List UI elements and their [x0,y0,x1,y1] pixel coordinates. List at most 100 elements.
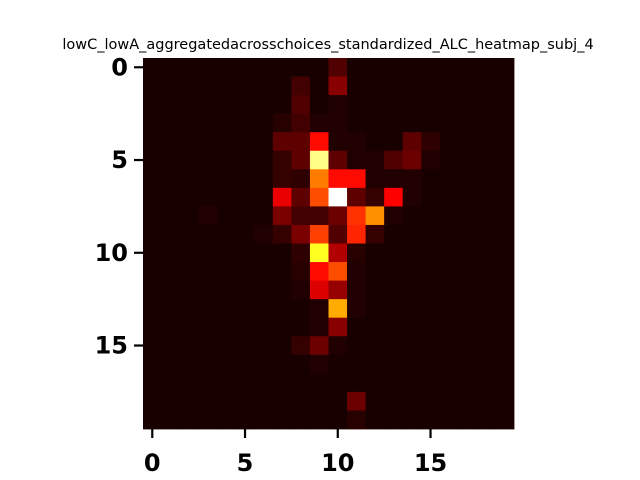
heatmap-cell-r18-c16 [439,391,459,411]
heatmap-cell-r16-c19 [495,354,515,374]
heatmap-cell-r0-c15 [421,58,441,77]
heatmap-cell-r11-c15 [421,262,441,281]
heatmap-cell-r19-c1 [161,410,181,430]
heatmap-cell-r15-c13 [384,336,404,356]
heatmap-cell-r9-c9 [309,224,329,244]
heatmap-cell-r5-c14 [402,150,422,170]
heatmap-cell-r0-c0 [143,58,162,77]
heatmap-cell-r6-c5 [235,169,255,189]
heatmap-cell-r2-c4 [217,95,237,115]
heatmap-cell-r7-c12 [365,187,385,207]
heatmap-cell-r6-c11 [347,169,366,189]
heatmap-cell-r2-c13 [384,95,404,115]
heatmap-cell-r13-c11 [347,299,366,319]
heatmap-cell-r3-c12 [365,113,385,133]
heatmap-cell-r11-c1 [161,262,181,281]
heatmap-cell-r6-c14 [402,169,422,189]
heatmap-cell-r11-c8 [291,262,311,281]
heatmap-cell-r4-c14 [402,132,422,152]
heatmap-cell-r4-c16 [439,132,459,152]
heatmap-cell-r10-c10 [328,243,348,263]
heatmap-cell-r16-c4 [217,354,237,374]
heatmap-cell-r12-c9 [309,280,329,300]
heatmap-cell-r18-c7 [272,391,292,411]
heatmap-cell-r4-c13 [384,132,404,152]
heatmap-cell-r3-c7 [272,113,292,133]
heatmap-cell-r16-c6 [254,354,274,374]
heatmap-cell-r13-c8 [291,299,311,319]
heatmap-cell-r18-c5 [235,391,255,411]
heatmap-cell-r13-c9 [309,299,329,319]
heatmap-cell-r1-c10 [328,76,348,96]
heatmap-cell-r19-c5 [235,410,255,430]
heatmap-cell-r13-c19 [495,299,515,319]
heatmap-cell-r9-c12 [365,224,385,244]
heatmap-cell-r8-c19 [495,206,515,226]
heatmap-cell-r5-c13 [384,150,404,170]
heatmap-cell-r9-c16 [439,224,459,244]
heatmap-cell-r11-c18 [476,262,496,281]
heatmap-cell-r12-c1 [161,280,181,300]
heatmap-cell-r14-c3 [198,317,218,337]
x-tick-label-10: 10 [321,449,354,477]
heatmap-cell-r11-c9 [309,262,329,281]
heatmap-cell-r5-c12 [365,150,385,170]
heatmap-cell-r9-c8 [291,224,311,244]
heatmap-cell-r3-c13 [384,113,404,133]
heatmap-cell-r5-c6 [254,150,274,170]
heatmap-cell-r16-c11 [347,354,366,374]
heatmap-cell-r6-c10 [328,169,348,189]
heatmap-cell-r17-c13 [384,373,404,393]
heatmap-cell-r4-c11 [347,132,366,152]
heatmap-cell-r11-c11 [347,262,366,281]
heatmap-cell-r12-c2 [180,280,200,300]
heatmap-cell-r17-c10 [328,373,348,393]
heatmap-cell-r5-c15 [421,150,441,170]
heatmap-cell-r7-c13 [384,187,404,207]
heatmap-cell-r10-c16 [439,243,459,263]
heatmap-cell-r3-c6 [254,113,274,133]
heatmap-cell-r10-c3 [198,243,218,263]
heatmap-cell-r7-c10 [328,187,348,207]
heatmap-cell-r11-c6 [254,262,274,281]
heatmap-cell-r8-c16 [439,206,459,226]
heatmap-cell-r15-c2 [180,336,200,356]
heatmap-cell-r16-c16 [439,354,459,374]
heatmap-cell-r13-c3 [198,299,218,319]
heatmap-cell-r10-c19 [495,243,515,263]
heatmap-cell-r0-c5 [235,58,255,77]
heatmap-cell-r14-c15 [421,317,441,337]
heatmap-cell-r1-c12 [365,76,385,96]
heatmap-cell-r1-c19 [495,76,515,96]
heatmap-cell-r7-c11 [347,187,366,207]
heatmap-cell-r13-c1 [161,299,181,319]
heatmap-cell-r18-c4 [217,391,237,411]
heatmap-cell-r15-c8 [291,336,311,356]
heatmap-cell-r1-c2 [180,76,200,96]
heatmap-cell-r10-c14 [402,243,422,263]
heatmap-cell-r2-c8 [291,95,311,115]
heatmap-cell-r16-c5 [235,354,255,374]
heatmap-cell-r11-c17 [458,262,478,281]
heatmap-cell-r14-c1 [161,317,181,337]
heatmap-cell-r8-c0 [143,206,162,226]
heatmap-cell-r6-c2 [180,169,200,189]
heatmap-cell-r2-c6 [254,95,274,115]
heatmap-cell-r19-c15 [421,410,441,430]
heatmap-cell-r1-c13 [384,76,404,96]
heatmap-cell-r19-c13 [384,410,404,430]
heatmap-cell-r12-c18 [476,280,496,300]
heatmap-cell-r7-c3 [198,187,218,207]
heatmap-cell-r15-c6 [254,336,274,356]
heatmap-cell-r11-c10 [328,262,348,281]
heatmap-cell-r16-c7 [272,354,292,374]
heatmap-cell-r13-c0 [143,299,162,319]
heatmap-cell-r6-c9 [309,169,329,189]
heatmap-cell-r13-c10 [328,299,348,319]
heatmap-cell-r15-c11 [347,336,366,356]
heatmap-cell-r13-c5 [235,299,255,319]
heatmap-cell-r2-c0 [143,95,162,115]
heatmap-cell-r13-c16 [439,299,459,319]
heatmap-cell-r5-c16 [439,150,459,170]
